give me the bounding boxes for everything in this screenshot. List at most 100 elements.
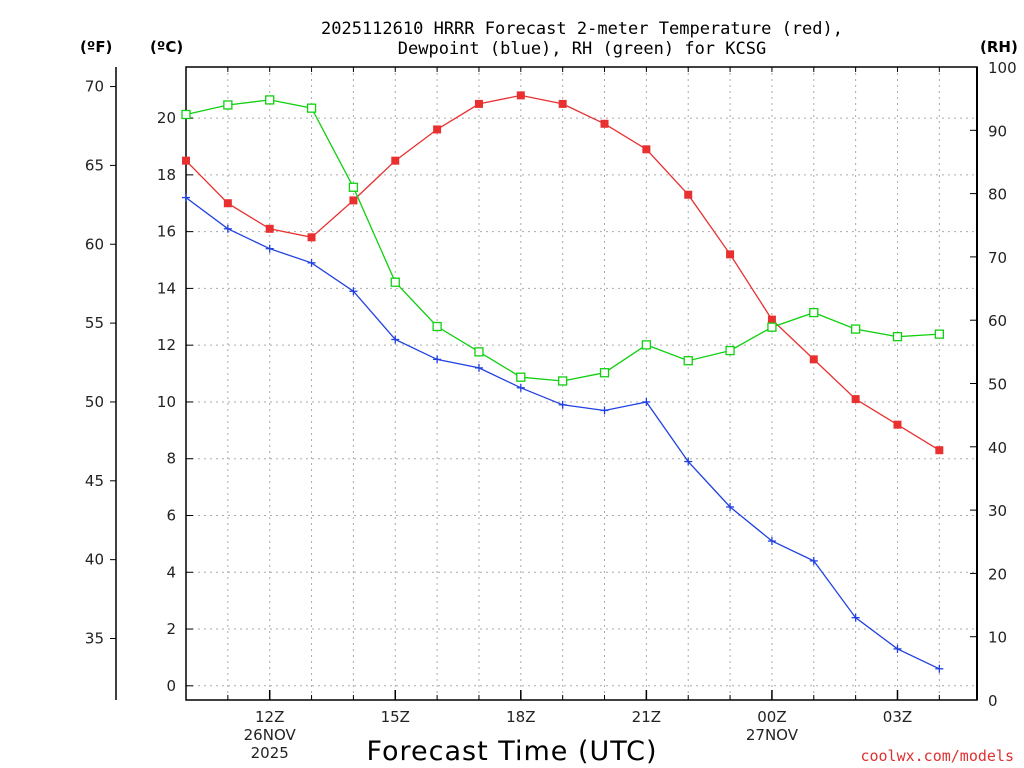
rh-point <box>683 356 693 366</box>
rh-point <box>181 109 191 120</box>
rh-point <box>432 321 442 332</box>
rh-point <box>892 332 903 342</box>
dewpoint-point <box>642 397 651 406</box>
rh-point <box>516 372 526 382</box>
rh-tick-label: 60 <box>988 312 1007 330</box>
dewpoint-point <box>600 406 609 415</box>
dewpoint-point <box>893 644 902 653</box>
dewpoint-point <box>349 287 358 296</box>
temperature-point <box>600 119 609 128</box>
dewpoint-point <box>767 537 776 546</box>
rh-tick-label: 50 <box>988 376 1007 394</box>
credit-link[interactable]: coolwx.com/models <box>860 747 1014 765</box>
fahrenheit-tick-label: 35 <box>85 629 104 647</box>
fahrenheit-tick-label: 50 <box>85 393 104 411</box>
temperature-point <box>558 99 567 108</box>
dewpoint-point <box>558 400 567 409</box>
dewpoint-point <box>684 457 693 466</box>
dewpoint-point <box>809 556 818 565</box>
temperature-point <box>726 250 735 259</box>
temperature-point <box>516 91 525 100</box>
dewpoint-point <box>474 363 483 372</box>
dewpoint-point <box>182 193 190 202</box>
fahrenheit-tick-label: 70 <box>85 78 104 96</box>
celsius-tick-label: 4 <box>166 563 176 581</box>
temperature-point <box>182 156 190 165</box>
temperature-point <box>642 145 651 154</box>
celsius-tick-label: 16 <box>157 223 176 241</box>
chart-title-line-2: Dewpoint (blue), RH (green) for KCSG <box>398 39 766 59</box>
fahrenheit-tick-label: 45 <box>85 472 104 490</box>
dewpoint-point <box>223 224 232 233</box>
temperature-point <box>767 315 776 324</box>
rh-point <box>390 277 400 287</box>
rh-point <box>599 368 610 378</box>
rh-point <box>641 340 652 350</box>
rh-point <box>850 324 861 334</box>
fahrenheit-tick-label: 55 <box>85 314 104 332</box>
x-tick-label: 21Z <box>632 708 661 726</box>
temperature-point <box>349 196 358 205</box>
fahrenheit-tick-label: 65 <box>85 156 104 174</box>
temperature-point <box>391 156 400 165</box>
temperature-point <box>433 125 442 134</box>
data-series <box>181 91 944 673</box>
rh-tick-label: 40 <box>988 439 1007 457</box>
temperature-point <box>893 420 902 429</box>
temperature-point <box>935 446 944 455</box>
rh-point <box>809 307 819 318</box>
rh-tick-label: 10 <box>988 629 1007 647</box>
rh-point <box>474 347 484 357</box>
x-axis-title: Forecast Time (UTC) <box>366 736 657 767</box>
rh-point <box>223 100 233 110</box>
dewpoint-point <box>433 355 442 364</box>
x-tick-label: 27NOV <box>746 726 799 744</box>
fahrenheit-tick-label: 40 <box>85 551 104 569</box>
x-tick-label: 2025 <box>251 744 289 762</box>
chart-title-line-1: 2025112610 HRRR Forecast 2-meter Tempera… <box>321 19 843 39</box>
x-tick-label: 12Z <box>255 708 284 726</box>
rh-point <box>265 95 275 105</box>
dewpoint-point <box>307 258 316 267</box>
celsius-tick-label: 14 <box>157 279 176 297</box>
rh-point <box>767 322 777 332</box>
rh-tick-label: 70 <box>988 249 1007 267</box>
rh-point <box>348 182 359 192</box>
dewpoint-point <box>516 383 525 392</box>
temperature-point <box>809 355 818 364</box>
celsius-tick-label: 12 <box>157 336 176 354</box>
x-tick-label: 00Z <box>757 708 786 726</box>
celsius-tick-label: 18 <box>157 166 176 184</box>
temperature-point <box>474 99 483 108</box>
rh-unit-label: (RH) <box>980 38 1018 56</box>
celsius-tick-label: 10 <box>157 393 176 411</box>
chart-axes: 0 2 4 6 8 10 12 14 16 18 20 35 40 45 50 55 60 65 70 0 10 20 30… <box>85 59 1017 762</box>
celsius-tick-label: 20 <box>157 109 176 127</box>
dewpoint-point <box>726 502 735 511</box>
celsius-tick-label: 8 <box>166 450 176 468</box>
celsius-tick-label: 6 <box>166 506 176 524</box>
dewpoint-point <box>391 335 400 344</box>
x-tick-label: 15Z <box>381 708 410 726</box>
rh-point <box>558 376 568 386</box>
fahrenheit-tick-label: 60 <box>85 235 104 253</box>
dewpoint-point <box>935 664 944 673</box>
rh-point <box>306 103 317 113</box>
celsius-tick-label: 2 <box>166 620 176 638</box>
fahrenheit-unit-label: (ºF) <box>80 38 112 56</box>
temperature-point <box>265 224 274 233</box>
rh-point <box>725 345 735 356</box>
temperature-point <box>851 395 860 404</box>
rh-tick-label: 100 <box>988 59 1017 77</box>
x-tick-label: 03Z <box>883 708 912 726</box>
x-tick-label: 18Z <box>506 708 535 726</box>
dewpoint-point <box>851 613 860 622</box>
temperature-point <box>307 233 316 242</box>
rh-tick-label: 30 <box>988 502 1007 520</box>
rh-tick-label: 0 <box>988 692 998 710</box>
temperature-point <box>223 199 232 208</box>
x-tick-label: 26NOV <box>244 726 297 744</box>
rh-tick-label: 20 <box>988 565 1007 583</box>
rh-tick-label: 80 <box>988 186 1007 204</box>
